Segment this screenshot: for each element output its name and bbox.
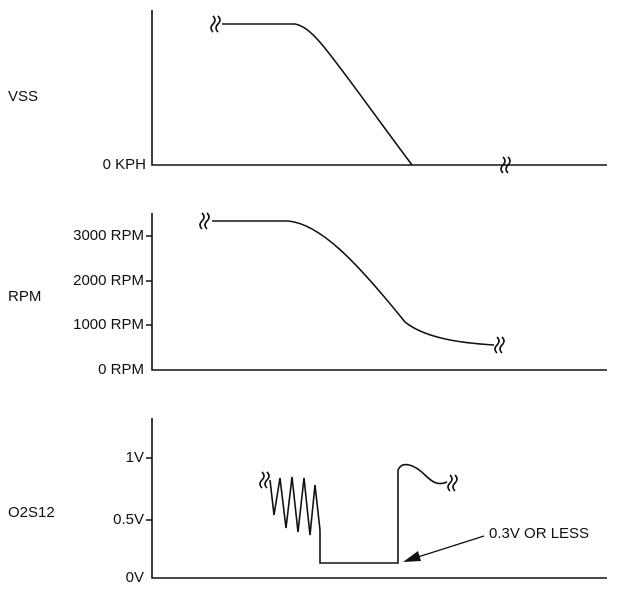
tick-label: 0 KPH: [103, 156, 146, 173]
panel-label: RPM: [8, 288, 41, 305]
tick-label: 1000 RPM: [73, 316, 144, 333]
waveform: [269, 463, 448, 564]
tick-label: 0 RPM: [98, 361, 144, 378]
arrow-line: [417, 535, 485, 558]
axis: [151, 10, 607, 166]
panel-label: VSS: [8, 88, 38, 105]
break-mark: [259, 471, 270, 489]
tick-label: 0.5V: [113, 511, 144, 528]
axis: [146, 418, 607, 579]
break-mark: [494, 336, 505, 354]
break-mark: [500, 156, 511, 174]
arrow-head: [403, 551, 421, 562]
axis: [146, 213, 607, 371]
annotation: 0.3V OR LESS: [489, 525, 589, 542]
vss-panel: VSS 0 KPH: [8, 10, 607, 174]
waveform: [212, 220, 495, 346]
break-mark: [210, 15, 221, 33]
panel-label: O2S12: [8, 504, 55, 521]
tick-label: 3000 RPM: [73, 227, 144, 244]
break-mark: [447, 474, 458, 492]
o2s-panel: O2S12 1V 0.5V 0V 0.3V OR LESS: [8, 418, 607, 586]
break-mark: [199, 212, 210, 230]
tick-label: 1V: [126, 449, 144, 466]
rpm-panel: RPM 3000 RPM 2000 RPM 1000 RPM 0 RPM: [8, 212, 607, 378]
tick-label: 2000 RPM: [73, 272, 144, 289]
tick-label: 0V: [126, 569, 144, 586]
waveform: [222, 23, 413, 166]
